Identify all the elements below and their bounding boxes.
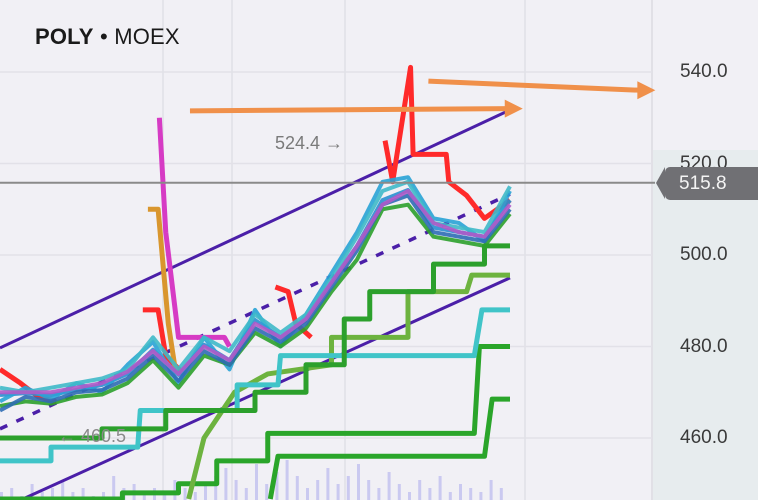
symbol: POLY <box>35 24 94 49</box>
volume-bar <box>193 492 197 500</box>
price-tick-500: 500.0 <box>680 244 728 265</box>
volume-bar <box>173 480 177 500</box>
price-line <box>0 202 512 408</box>
volume-bar <box>377 488 381 500</box>
current-price-badge: 515.8 <box>656 167 758 200</box>
volume-bar <box>51 488 54 500</box>
volume-bar <box>357 464 360 500</box>
volume-bar <box>30 484 34 500</box>
volume-bar <box>112 476 116 500</box>
volume-bar <box>61 480 65 500</box>
volume-bar <box>479 492 483 500</box>
volume-bar <box>387 472 391 500</box>
volume-bar <box>265 484 269 500</box>
volume-bar <box>163 492 167 500</box>
low-annotation: ← 460.5 <box>58 426 127 446</box>
volume-bar <box>214 476 218 500</box>
symbol-title[interactable]: POLY • MOEX <box>35 24 180 50</box>
volume-bar <box>81 488 85 500</box>
volume-bar <box>499 488 503 500</box>
step-line <box>0 243 510 441</box>
volume-bar <box>204 484 207 500</box>
volume-bar <box>316 480 320 500</box>
volume-bar <box>306 488 309 500</box>
volume-bar <box>418 480 422 500</box>
price-tick-460: 460.0 <box>680 427 728 448</box>
step-line <box>156 117 232 348</box>
volume-bar <box>397 484 401 500</box>
volume-bar <box>336 484 340 500</box>
channel-lower-line <box>22 276 511 500</box>
volume-bar <box>0 492 3 500</box>
price-tick-540: 540.0 <box>680 61 728 82</box>
volume-bar <box>10 488 14 500</box>
volume-bar <box>459 484 462 500</box>
exchange: MOEX <box>114 24 180 49</box>
volume-bar <box>255 464 258 500</box>
volume-bar <box>40 492 44 500</box>
volume-bar <box>224 468 228 500</box>
arrow-head <box>504 99 523 118</box>
volume-bar <box>367 480 371 500</box>
volume-bar <box>448 492 452 500</box>
price-series <box>0 175 512 413</box>
arrow-line <box>189 106 509 114</box>
arrow-head <box>637 81 656 100</box>
volume-bar <box>102 492 105 500</box>
volume-bar <box>408 492 411 500</box>
price-line <box>0 188 512 395</box>
step-line <box>267 396 510 500</box>
price-line <box>0 193 512 413</box>
arrow-line <box>428 78 642 93</box>
volume-bar <box>326 468 330 500</box>
step-line <box>186 272 510 500</box>
arrow-annotations <box>189 78 656 118</box>
volume-bar <box>438 476 442 500</box>
volume-bar <box>489 480 493 500</box>
separator: • <box>100 24 108 49</box>
price-axis-panel <box>653 150 758 500</box>
volume-bar <box>285 460 289 500</box>
volume-bar <box>346 476 350 500</box>
volume-bar <box>428 488 432 500</box>
step-line <box>0 344 510 500</box>
grid <box>0 0 653 500</box>
channel-upper-line <box>0 108 511 350</box>
volume-bar <box>469 488 473 500</box>
high-annotation: 524.4 → <box>275 133 344 153</box>
volume-bar <box>142 492 146 500</box>
volume-bar <box>234 480 238 500</box>
volume-bar <box>295 476 299 500</box>
step-line <box>147 206 179 375</box>
step-line <box>382 64 512 221</box>
volume-bar <box>71 492 75 500</box>
volume-bar <box>275 472 279 500</box>
price-tick-480: 480.0 <box>680 336 728 357</box>
volume-bars <box>0 460 503 500</box>
step-line <box>0 307 510 464</box>
volume-bar <box>183 488 187 500</box>
volume-bar <box>244 488 248 500</box>
